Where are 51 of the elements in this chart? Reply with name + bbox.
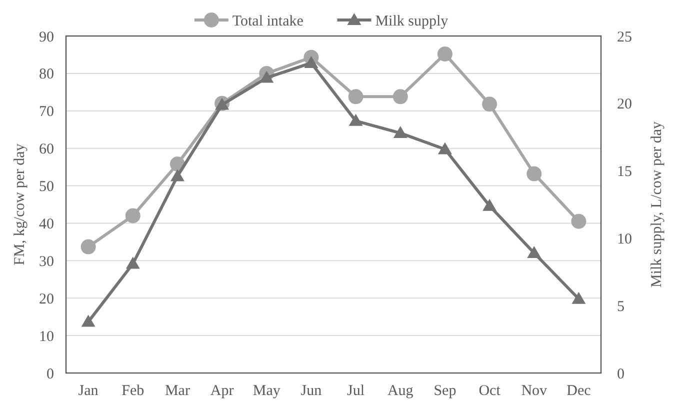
- y2-tick-label: 10: [617, 231, 632, 248]
- point: [348, 89, 364, 104]
- point: [304, 56, 318, 68]
- x-tick-label: Sep: [434, 383, 456, 399]
- point: [81, 314, 96, 327]
- legend-label: Total intake: [232, 13, 304, 30]
- point: [526, 166, 542, 182]
- y-tick-label: 50: [39, 179, 54, 196]
- point: [348, 114, 363, 126]
- y-tick-label: 80: [39, 66, 54, 83]
- y-tick-label: 30: [39, 254, 54, 270]
- x-tick-label: May: [252, 383, 281, 399]
- point: [392, 89, 408, 104]
- y2-tick-label: 25: [617, 29, 632, 46]
- y-axis-title: FM, kg/cow per day: [12, 143, 28, 266]
- point: [260, 70, 274, 83]
- point: [571, 214, 586, 229]
- y2-tick-label: 5: [617, 298, 624, 315]
- y-tick-label: 20: [39, 291, 54, 308]
- x-tick-label: Apr: [210, 383, 234, 399]
- legend-label: Milk supply: [375, 13, 449, 30]
- y-tick-label: 90: [39, 29, 54, 46]
- x-tick-label: Feb: [122, 383, 144, 399]
- x-tick-label: Dec: [566, 383, 592, 399]
- y-tick-label: 40: [39, 216, 54, 232]
- point: [80, 239, 96, 254]
- y-tick-label: 70: [39, 104, 54, 120]
- y2-tick-label: 15: [617, 164, 632, 180]
- x-tick-label: Aug: [387, 383, 414, 399]
- x-tick-label: Mar: [164, 383, 190, 399]
- point: [482, 96, 498, 112]
- point: [437, 46, 452, 62]
- x-tick-label: Jul: [347, 383, 365, 399]
- point: [482, 198, 497, 211]
- y2-tick-label: 0: [617, 366, 624, 382]
- y2-axis-title: Milk supply, L/cow per day: [649, 120, 665, 288]
- point: [170, 169, 184, 182]
- x-tick-label: Oct: [478, 383, 502, 399]
- point: [572, 292, 586, 304]
- y-tick-label: 60: [39, 142, 54, 158]
- x-tick-label: Jan: [78, 383, 99, 399]
- y-tick-label: 10: [39, 328, 54, 345]
- x-tick-label: Nov: [521, 383, 548, 399]
- y2-tick-label: 20: [617, 96, 632, 113]
- point: [438, 142, 452, 154]
- point: [126, 256, 140, 269]
- x-tick-label: Jun: [300, 383, 322, 399]
- y-tick-label: 0: [46, 366, 54, 382]
- point: [393, 126, 408, 138]
- point: [527, 246, 542, 258]
- point: [125, 208, 140, 224]
